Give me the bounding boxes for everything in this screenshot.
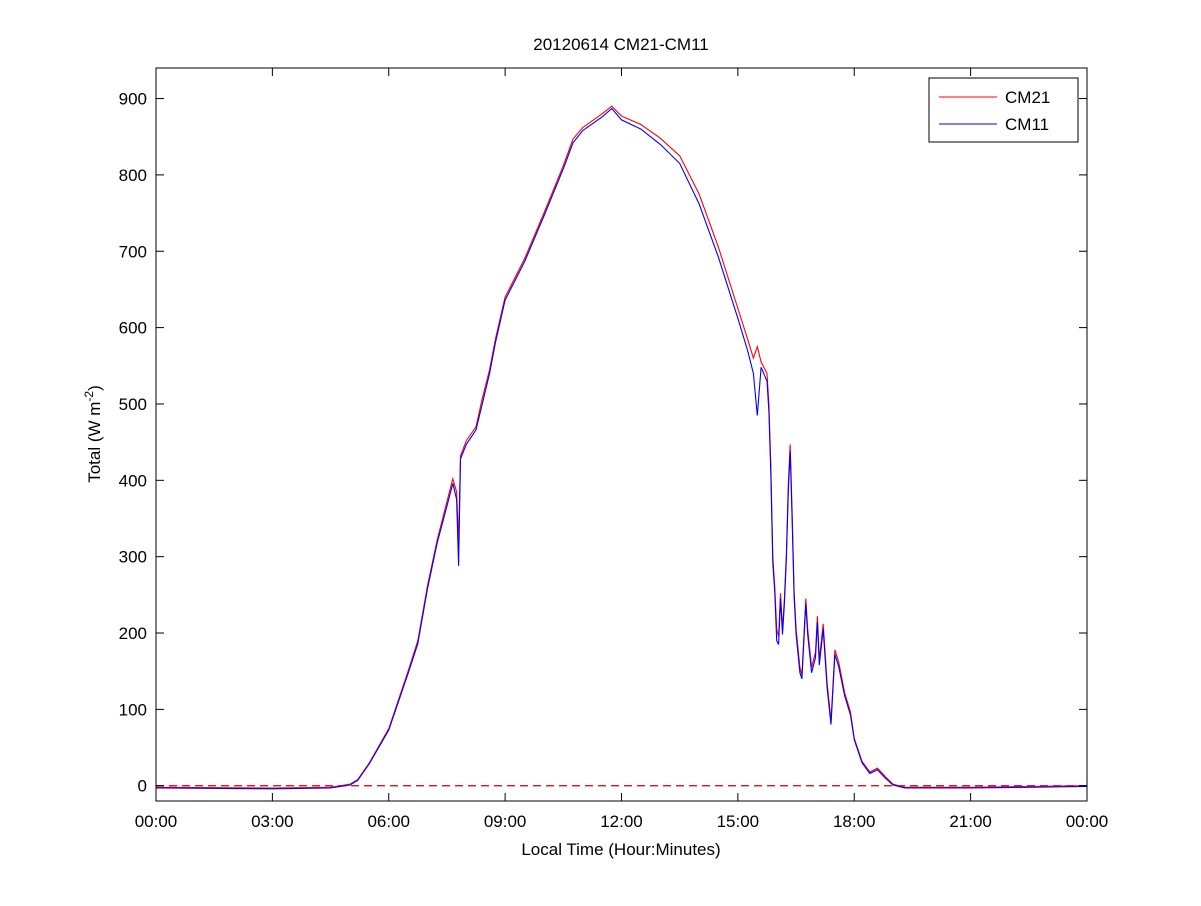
y-axis-label-sup: -2 (82, 391, 96, 402)
axes-background (156, 68, 1087, 801)
x-tick-label: 00:00 (135, 812, 178, 831)
y-axis-label-main: Total (W m (85, 402, 104, 483)
y-tick-label: 600 (119, 319, 147, 338)
y-tick-label: 100 (119, 700, 147, 719)
y-tick-label: 0 (138, 777, 147, 796)
y-axis-label-end: ) (85, 385, 104, 391)
legend-box (928, 77, 1079, 143)
legend-label-cm21: CM21 (1005, 88, 1050, 107)
x-tick-label: 00:00 (1066, 812, 1109, 831)
y-tick-label: 700 (119, 242, 147, 261)
y-tick-label: 200 (119, 624, 147, 643)
legend-label-cm11: CM11 (1005, 115, 1049, 134)
x-tick-label: 06:00 (367, 812, 410, 831)
x-tick-label: 09:00 (484, 812, 527, 831)
y-tick-label: 500 (119, 395, 147, 414)
x-tick-label: 15:00 (717, 812, 760, 831)
y-tick-label: 400 (119, 471, 147, 490)
y-axis-label: Total (W m-2) (82, 385, 104, 483)
y-tick-label: 300 (119, 548, 147, 567)
x-tick-label: 03:00 (251, 812, 294, 831)
x-tick-label: 18:00 (833, 812, 876, 831)
series-line-cm11 (155, 107, 1088, 790)
y-tick-label: 800 (119, 166, 147, 185)
x-tick-label: 12:00 (600, 812, 643, 831)
plot-area: 00:00 03:00 06:00 09:00 12:00 15:00 18:00 21:00… (119, 67, 1109, 831)
y-tick-label: 900 (119, 90, 147, 109)
x-axis-label: Local Time (Hour:Minutes) (521, 840, 720, 859)
chart-title: 20120614 CM21-CM11 (533, 35, 708, 54)
x-tick-label: 21:00 (949, 812, 992, 831)
